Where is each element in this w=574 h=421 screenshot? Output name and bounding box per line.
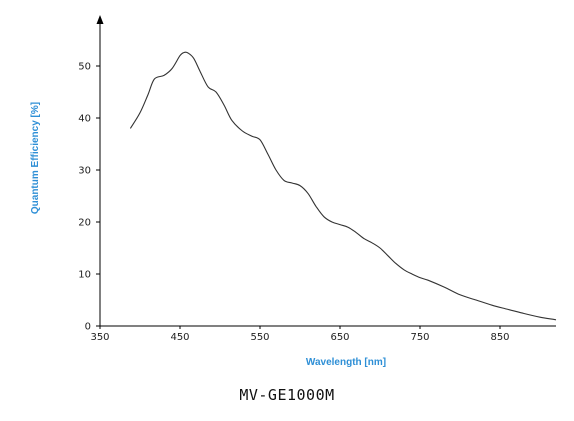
series-line-0 [129,51,557,321]
y-tick-label: 0 [85,322,91,333]
y-tick-label: 30 [78,166,91,177]
x-tick-label: 750 [410,332,429,343]
x-axis-label: Wavelength [nm] [306,357,386,368]
x-tick-label: 850 [490,332,509,343]
y-tick-label: 20 [78,218,91,229]
x-tick-label: 550 [250,332,269,343]
x-tick-label: 450 [170,332,189,343]
chart-series [129,51,557,321]
y-axis-ticks: 0 10 20 30 40 50 [78,62,100,333]
camera-model-caption: MV-GE1000M [239,386,335,404]
x-tick-label: 350 [90,332,109,343]
x-tick-label: 650 [330,332,349,343]
x-axis-ticks: 350 450 550 650 750 850 [90,326,510,343]
chart-axes [96,15,556,327]
y-tick-label: 10 [78,270,91,281]
y-axis-label: Quantum Efficiency [%] [30,102,41,214]
y-tick-label: 40 [78,114,91,125]
y-axis-arrow [96,15,104,24]
quantum-efficiency-chart: 0 10 20 30 40 50 350 450 550 650 750 850 Wavelengt… [30,15,557,368]
y-tick-label: 50 [78,62,91,73]
